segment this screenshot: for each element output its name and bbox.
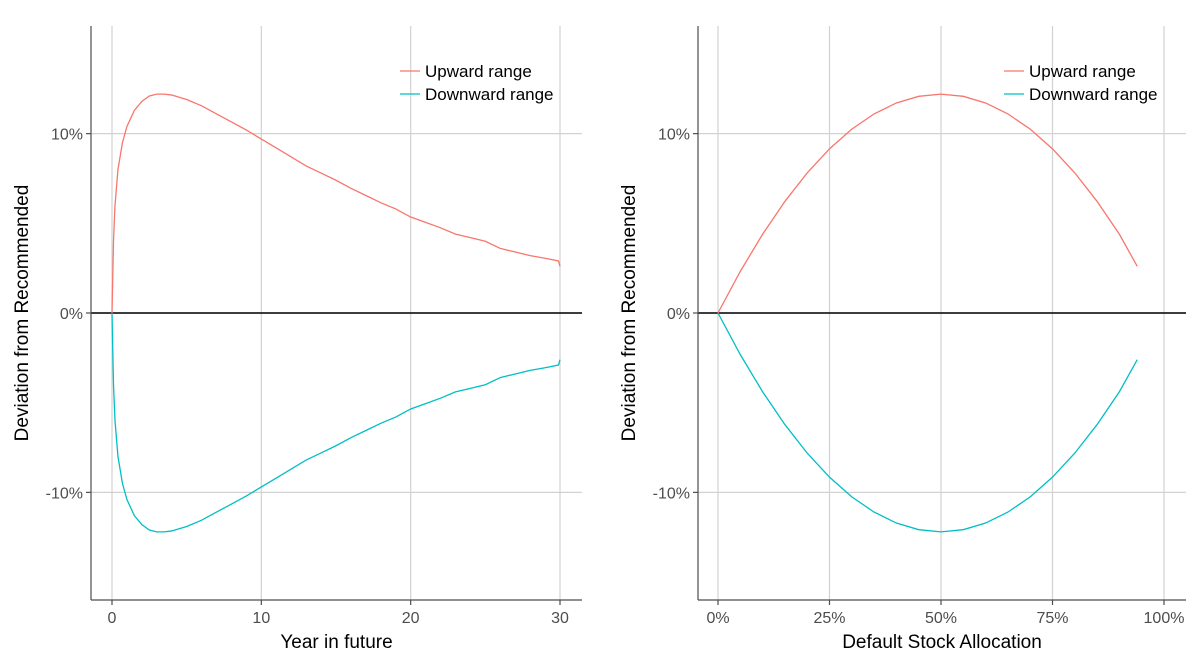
legend: Upward range Downward range [1004, 62, 1158, 104]
series-line-upward [717, 93, 1138, 314]
legend-label-downward: Downward range [1029, 85, 1158, 104]
y-tick-label: 0% [60, 306, 83, 323]
y-tick-label: -10% [653, 485, 690, 502]
y-axis-title: Deviation from Recommended [619, 185, 640, 442]
x-tick-label: 0 [108, 610, 117, 627]
legend: Upward range Downward range [400, 62, 554, 104]
legend-label-upward: Upward range [425, 62, 532, 81]
series-line-downward [111, 312, 561, 533]
y-axis-title: Deviation from Recommended [12, 185, 33, 442]
x-tick-label: 30 [551, 610, 569, 627]
x-tick-label: 50% [925, 610, 957, 627]
y-tick-label: 0% [667, 306, 690, 323]
x-axis-title: Year in future [280, 632, 392, 653]
right-chart: 0% 25% 50% 75% 100% -10% 0% 10% Upward range Do… [619, 26, 1186, 653]
left-chart: 0 10 20 30 -10% 0% 10% Upward range Downward r… [12, 26, 582, 653]
y-tick-label: 10% [51, 127, 83, 144]
series-line-upward [111, 93, 561, 314]
y-tick-label: 10% [658, 127, 690, 144]
x-tick-label: 0% [706, 610, 729, 627]
x-axis-title: Default Stock Allocation [842, 632, 1042, 653]
x-tick-label: 25% [813, 610, 845, 627]
legend-label-downward: Downward range [425, 85, 554, 104]
legend-label-upward: Upward range [1029, 62, 1136, 81]
series-line-downward [717, 312, 1138, 533]
x-tick-label: 75% [1036, 610, 1068, 627]
x-tick-label: 100% [1144, 610, 1185, 627]
x-tick-label: 20 [402, 610, 420, 627]
x-tick-label: 10 [252, 610, 270, 627]
y-tick-label: -10% [46, 485, 83, 502]
